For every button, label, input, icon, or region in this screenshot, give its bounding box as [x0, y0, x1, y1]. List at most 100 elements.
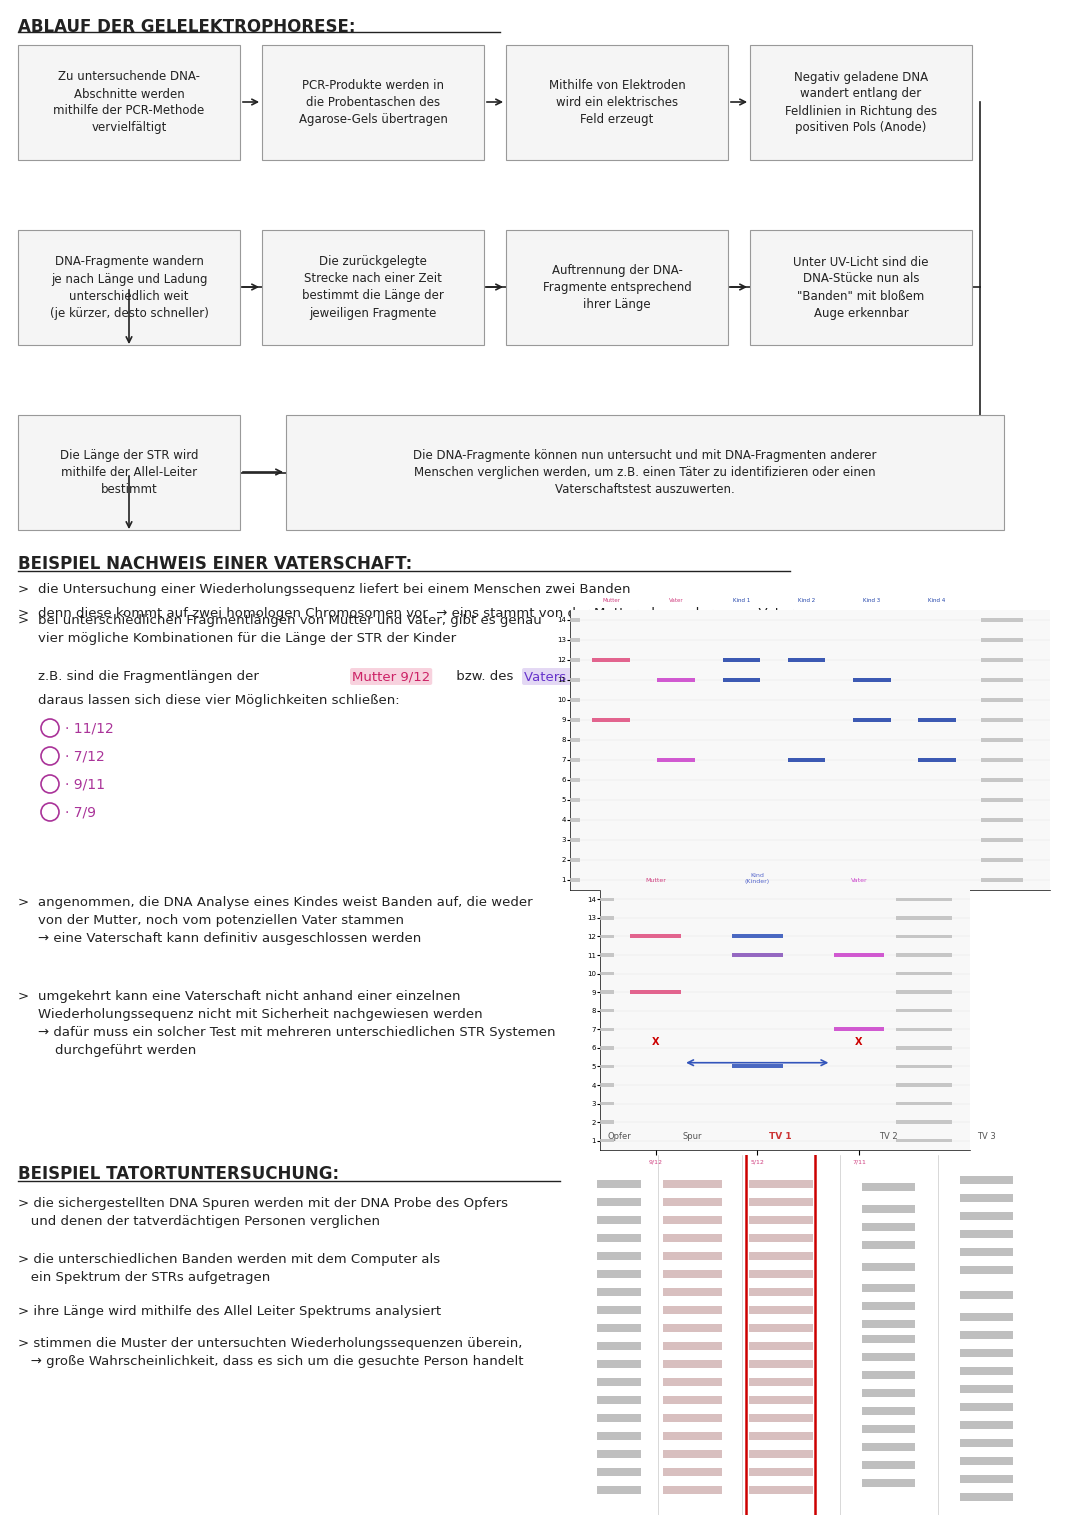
- Bar: [595, 916, 613, 919]
- Bar: [663, 1432, 721, 1440]
- Text: z.B. sind die Fragmentlängen der: z.B. sind die Fragmentlängen der: [38, 670, 264, 683]
- Text: Mutter: Mutter: [645, 878, 666, 884]
- Text: > ihre Länge wird mithilfe des Allel Leiter Spektrums analysiert: > ihre Länge wird mithilfe des Allel Lei…: [18, 1306, 441, 1318]
- Bar: [748, 1215, 812, 1223]
- Bar: [959, 1313, 1013, 1321]
- Bar: [592, 718, 630, 722]
- Bar: [959, 1403, 1013, 1411]
- Bar: [595, 1046, 613, 1049]
- Bar: [597, 1467, 642, 1475]
- Bar: [732, 1064, 783, 1069]
- Bar: [597, 1432, 642, 1440]
- Text: Mutter 9/12: Mutter 9/12: [352, 670, 430, 683]
- Bar: [959, 1367, 1013, 1374]
- Bar: [663, 1324, 721, 1332]
- Bar: [959, 1348, 1013, 1358]
- Bar: [862, 1223, 916, 1231]
- Bar: [592, 658, 630, 663]
- Bar: [663, 1270, 721, 1278]
- Bar: [663, 1377, 721, 1387]
- Text: Vater: Vater: [851, 878, 867, 884]
- Bar: [982, 858, 1023, 861]
- Bar: [896, 1028, 951, 1031]
- Bar: [896, 1064, 951, 1067]
- Bar: [597, 1252, 642, 1260]
- Bar: [658, 757, 696, 762]
- Bar: [595, 1083, 613, 1087]
- Bar: [663, 1252, 721, 1260]
- Bar: [896, 1046, 951, 1049]
- Bar: [834, 1028, 885, 1031]
- Bar: [959, 1493, 1013, 1501]
- Text: Die DNA-Fragmente können nun untersucht und mit DNA-Fragmenten anderer
Menschen : Die DNA-Fragmente können nun untersucht …: [414, 449, 877, 496]
- Bar: [982, 799, 1023, 802]
- Bar: [896, 1083, 951, 1087]
- Text: Mutter: Mutter: [603, 599, 620, 603]
- Bar: [663, 1467, 721, 1475]
- Text: denn diese kommt auf zwei homologen Chromosomen vor  → eins stammt von der Mutte: denn diese kommt auf zwei homologen Chro…: [38, 608, 794, 620]
- Bar: [663, 1197, 721, 1206]
- Text: bzw. des: bzw. des: [453, 670, 517, 683]
- Bar: [595, 1009, 613, 1012]
- FancyBboxPatch shape: [262, 231, 484, 345]
- Text: Vaters 7/11: Vaters 7/11: [524, 670, 600, 683]
- Bar: [567, 678, 580, 681]
- Bar: [748, 1377, 812, 1387]
- Bar: [787, 757, 825, 762]
- Bar: [595, 1064, 613, 1067]
- Bar: [862, 1461, 916, 1469]
- Text: Negativ geladene DNA
wandert entlang der
Feldlinien in Richtung des
positiven Po: Negativ geladene DNA wandert entlang der…: [785, 70, 937, 134]
- Bar: [663, 1361, 721, 1368]
- Bar: [982, 759, 1023, 762]
- Bar: [862, 1353, 916, 1361]
- Text: Unter UV-Licht sind die
DNA-Stücke nun als
"Banden" mit bloßem
Auge erkennbar: Unter UV-Licht sind die DNA-Stücke nun a…: [793, 255, 929, 319]
- Bar: [597, 1361, 642, 1368]
- Bar: [567, 759, 580, 762]
- Bar: [663, 1342, 721, 1350]
- Bar: [567, 658, 580, 661]
- Bar: [723, 658, 760, 663]
- Text: >: >: [18, 608, 29, 620]
- Bar: [567, 718, 580, 722]
- FancyBboxPatch shape: [507, 231, 728, 345]
- Text: · 9/11: · 9/11: [65, 777, 105, 793]
- Bar: [597, 1449, 642, 1458]
- Bar: [567, 818, 580, 822]
- Text: gegeben: gegeben: [620, 670, 683, 683]
- Bar: [896, 916, 951, 919]
- Bar: [918, 757, 956, 762]
- Text: TV 2: TV 2: [879, 1132, 897, 1141]
- Bar: [597, 1414, 642, 1422]
- FancyBboxPatch shape: [750, 231, 972, 345]
- Bar: [862, 1183, 916, 1191]
- Text: bei unterschiedlichen Fragmentlängen von Mutter und Vater, gibt es genau
vier mö: bei unterschiedlichen Fragmentlängen von…: [38, 614, 542, 644]
- Bar: [663, 1306, 721, 1313]
- Text: BEISPIEL NACHWEIS EINER VATERSCHAFT:: BEISPIEL NACHWEIS EINER VATERSCHAFT:: [18, 554, 413, 573]
- Bar: [982, 779, 1023, 782]
- Bar: [896, 1009, 951, 1012]
- Bar: [732, 953, 783, 957]
- Text: Kind
(Kinder): Kind (Kinder): [745, 873, 770, 884]
- Text: X: X: [855, 1037, 863, 1048]
- Bar: [896, 898, 951, 901]
- Bar: [597, 1287, 642, 1296]
- Bar: [862, 1335, 916, 1342]
- Text: DNA-Fragmente wandern
je nach Länge und Ladung
unterschiedlich weit
(je kürzer, : DNA-Fragmente wandern je nach Länge und …: [50, 255, 208, 319]
- Text: >: >: [18, 583, 29, 596]
- Text: Auftrennung der DNA-
Fragmente entsprechend
ihrer Länge: Auftrennung der DNA- Fragmente entsprech…: [542, 264, 691, 312]
- Bar: [595, 1121, 613, 1124]
- FancyBboxPatch shape: [18, 415, 240, 530]
- Bar: [732, 935, 783, 939]
- Bar: [959, 1475, 1013, 1483]
- Bar: [787, 658, 825, 663]
- FancyBboxPatch shape: [18, 231, 240, 345]
- Bar: [896, 1102, 951, 1106]
- Bar: [597, 1486, 642, 1493]
- FancyBboxPatch shape: [507, 44, 728, 160]
- Text: BEISPIEL TATORTUNTERSUCHUNG:: BEISPIEL TATORTUNTERSUCHUNG:: [18, 1165, 339, 1183]
- Bar: [896, 953, 951, 957]
- Bar: [862, 1263, 916, 1270]
- Bar: [982, 678, 1023, 681]
- Bar: [862, 1284, 916, 1292]
- Bar: [853, 718, 891, 722]
